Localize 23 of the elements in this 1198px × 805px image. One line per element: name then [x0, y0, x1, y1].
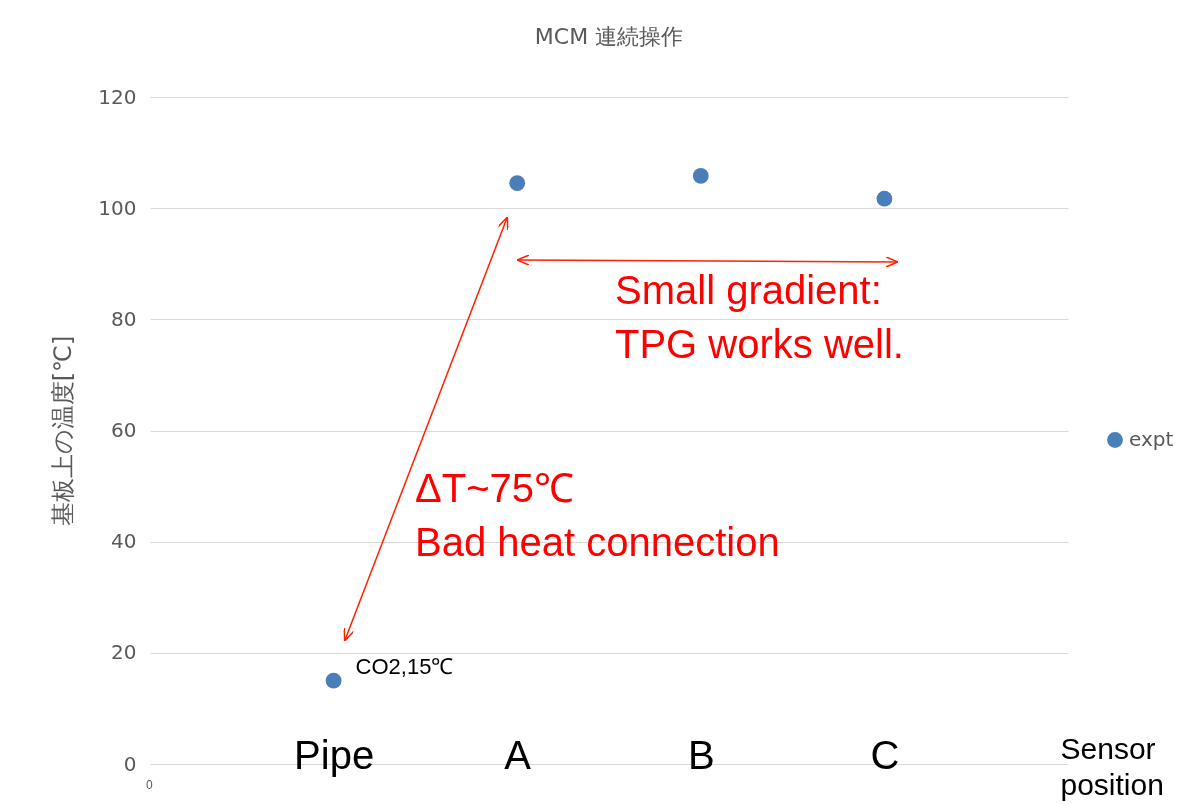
y-axis-title: 基板上の温度[℃]: [49, 335, 78, 527]
text: 0: [146, 778, 153, 792]
point: [876, 190, 893, 207]
point: [509, 175, 526, 192]
y-tick-label: 100: [98, 195, 137, 220]
y-tick-label: 0: [123, 751, 137, 776]
y-tick-label: 60: [111, 418, 137, 442]
x-tick-label: B: [687, 732, 715, 777]
annotation: ΔT~75℃ Bad heat connection: [415, 466, 780, 564]
y-tick-label: 80: [111, 306, 137, 331]
y-tick-label: 120: [98, 84, 137, 109]
point: [325, 672, 342, 689]
y-tick-label: 20: [111, 640, 137, 665]
point: [692, 168, 709, 184]
legend-label: expt: [1129, 427, 1174, 451]
y-tick-label: 40: [111, 529, 137, 554]
x-tick-label: Pipe: [294, 732, 375, 777]
x-tick-label: A: [504, 732, 532, 777]
x-axis-title: Sensor position: [1060, 731, 1164, 801]
annotation: CO2,15℃: [355, 653, 454, 679]
x-tick-label: C: [870, 732, 900, 777]
annotation: Small gradient: TPG works well.: [615, 268, 904, 366]
chart-title: MCM 連続操作: [534, 24, 684, 49]
